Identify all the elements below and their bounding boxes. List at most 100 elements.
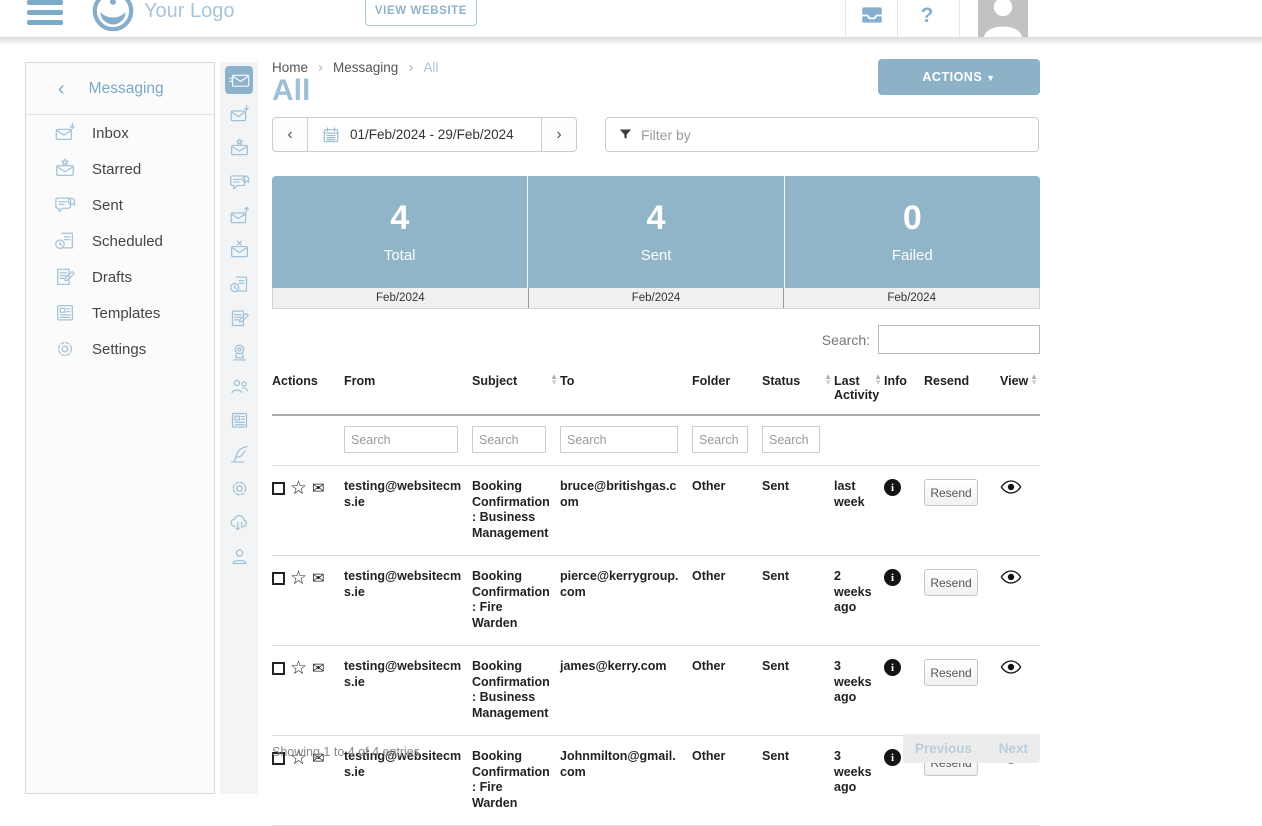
search-input[interactable] xyxy=(878,325,1040,354)
logo: Your Logo xyxy=(92,0,234,32)
hamburger-menu-icon[interactable] xyxy=(27,0,63,27)
cell-subject: Booking Confirmation: Fire Warden xyxy=(472,749,550,810)
row-checkbox[interactable] xyxy=(272,662,285,675)
col-header-last-activity[interactable]: Last Activity ▲ ▼ xyxy=(834,372,884,403)
envelope-icon[interactable]: ✉ xyxy=(312,659,325,677)
view-website-button[interactable]: VIEW WEBSITE xyxy=(365,0,477,26)
divider xyxy=(845,0,846,37)
info-icon[interactable]: i xyxy=(884,749,901,766)
cell-to: james@kerry.com xyxy=(560,659,667,673)
sidebar-item-drafts[interactable]: Drafts xyxy=(26,259,214,295)
column-search-folder[interactable] xyxy=(692,426,748,453)
cloud-arrows-icon[interactable] xyxy=(225,508,253,536)
info-icon[interactable]: i xyxy=(884,569,901,586)
envelope-star-icon[interactable] xyxy=(225,134,253,162)
col-header-subject[interactable]: Subject ▲ ▼ xyxy=(472,372,560,402)
filter-input[interactable] xyxy=(641,118,1038,151)
sidebar-item-starred[interactable]: Starred xyxy=(26,151,214,187)
col-header-from[interactable]: From xyxy=(344,374,376,388)
stat-value: 4 xyxy=(390,198,410,237)
tray-icon[interactable] xyxy=(854,1,890,29)
chat-bubble-icon xyxy=(54,194,76,216)
sort-arrows[interactable]: ▲ ▼ xyxy=(874,372,882,387)
sidebar-collapse[interactable]: ‹ Messaging xyxy=(26,63,214,115)
date-range-picker[interactable]: 01/Feb/2024 - 29/Feb/2024 xyxy=(307,117,542,152)
view-eye-icon[interactable] xyxy=(1000,479,1022,495)
document-pencil-icon[interactable] xyxy=(225,304,253,332)
envelope-x-icon[interactable] xyxy=(225,236,253,264)
divider xyxy=(897,0,898,37)
sort-arrows[interactable]: ▲ ▼ xyxy=(824,372,832,387)
view-eye-icon[interactable] xyxy=(1000,569,1022,585)
inbox-envelope-icon[interactable] xyxy=(225,100,253,128)
logo-mark-icon xyxy=(92,0,134,32)
date-range-text: 01/Feb/2024 - 29/Feb/2024 xyxy=(350,127,514,142)
next-button[interactable]: Next xyxy=(998,741,1028,756)
cell-subject: Booking Confirmation: Business Managemen… xyxy=(472,479,550,540)
stat-period: Feb/2024 xyxy=(527,288,784,308)
star-icon[interactable]: ☆ xyxy=(290,567,308,589)
sidebar-item-label: Settings xyxy=(92,340,147,358)
users-icon[interactable] xyxy=(225,372,253,400)
sidebar-item-scheduled[interactable]: Scheduled xyxy=(26,223,214,259)
cell-folder: Other xyxy=(692,569,726,583)
col-header-info: Info xyxy=(884,374,907,388)
envelope-arrow-up-icon[interactable] xyxy=(225,202,253,230)
date-prev-button[interactable]: ‹ xyxy=(272,117,308,152)
row-checkbox[interactable] xyxy=(272,752,285,765)
star-icon[interactable]: ☆ xyxy=(290,747,308,769)
chat-bubble-icon[interactable] xyxy=(225,168,253,196)
breadcrumb-messaging[interactable]: Messaging xyxy=(333,60,399,75)
envelope-icon[interactable]: ✉ xyxy=(312,479,325,497)
gear-icon[interactable] xyxy=(225,474,253,502)
newspaper-icon[interactable] xyxy=(225,406,253,434)
sort-arrows[interactable]: ▲ ▼ xyxy=(1030,372,1038,387)
page-title: All xyxy=(272,74,311,107)
help-icon[interactable]: ? xyxy=(920,4,934,27)
view-eye-icon[interactable] xyxy=(1000,659,1022,675)
info-icon[interactable]: i xyxy=(884,659,901,676)
breadcrumb-home[interactable]: Home xyxy=(272,60,309,75)
row-checkbox[interactable] xyxy=(272,572,285,585)
messaging-icon[interactable] xyxy=(225,66,253,94)
star-icon[interactable]: ☆ xyxy=(290,657,308,679)
envelope-icon[interactable]: ✉ xyxy=(312,569,325,587)
resend-button[interactable]: Resend xyxy=(924,569,978,596)
logo-text: Your Logo xyxy=(144,0,235,22)
previous-button[interactable]: Previous xyxy=(915,741,973,756)
col-header-label: Last Activity xyxy=(834,374,880,402)
avatar[interactable] xyxy=(978,0,1028,37)
cell-from: testing@websitecms.ie xyxy=(344,479,462,509)
info-icon[interactable]: i xyxy=(884,479,901,496)
stamp-icon[interactable] xyxy=(225,338,253,366)
cell-folder: Other xyxy=(692,659,726,673)
sidebar-item-sent[interactable]: Sent xyxy=(26,187,214,223)
resend-button[interactable]: Resend xyxy=(924,659,978,686)
col-header-to[interactable]: To xyxy=(560,374,575,388)
resend-button[interactable]: Resend xyxy=(924,479,978,506)
sort-arrows[interactable]: ▲ ▼ xyxy=(550,372,558,387)
col-header-view[interactable]: View ▲ ▼ xyxy=(1000,372,1040,402)
sidebar-item-settings[interactable]: Settings xyxy=(26,331,214,367)
date-next-button[interactable]: › xyxy=(541,117,577,152)
sidebar-item-inbox[interactable]: Inbox xyxy=(26,115,214,151)
actions-dropdown-button[interactable]: ACTIONS ▼ xyxy=(878,59,1040,95)
sidebar-item-templates[interactable]: Templates xyxy=(26,295,214,331)
col-header-folder[interactable]: Folder xyxy=(692,374,731,388)
document-clock-icon[interactable] xyxy=(225,270,253,298)
quill-icon[interactable] xyxy=(225,440,253,468)
row-checkbox[interactable] xyxy=(272,482,285,495)
person-icon[interactable] xyxy=(225,542,253,570)
cell-from: testing@websitecms.ie xyxy=(344,659,462,689)
cell-last-activity: 3 weeks ago xyxy=(834,749,872,794)
sidebar: ‹ Messaging Inbox Starred Sent Scheduled… xyxy=(25,62,215,794)
column-search-status[interactable] xyxy=(762,426,820,453)
column-search-from[interactable] xyxy=(344,426,458,453)
column-search-to[interactable] xyxy=(560,426,678,453)
chevron-right-icon: › xyxy=(408,59,414,76)
col-header-status[interactable]: Status ▲ ▼ xyxy=(762,372,834,402)
envelope-icon[interactable]: ✉ xyxy=(312,749,325,767)
column-search-subject[interactable] xyxy=(472,426,546,453)
star-icon[interactable]: ☆ xyxy=(290,477,308,499)
stats-panel: 4 Total 4 Sent 0 Failed Feb/2024 Feb/202… xyxy=(272,176,1040,309)
